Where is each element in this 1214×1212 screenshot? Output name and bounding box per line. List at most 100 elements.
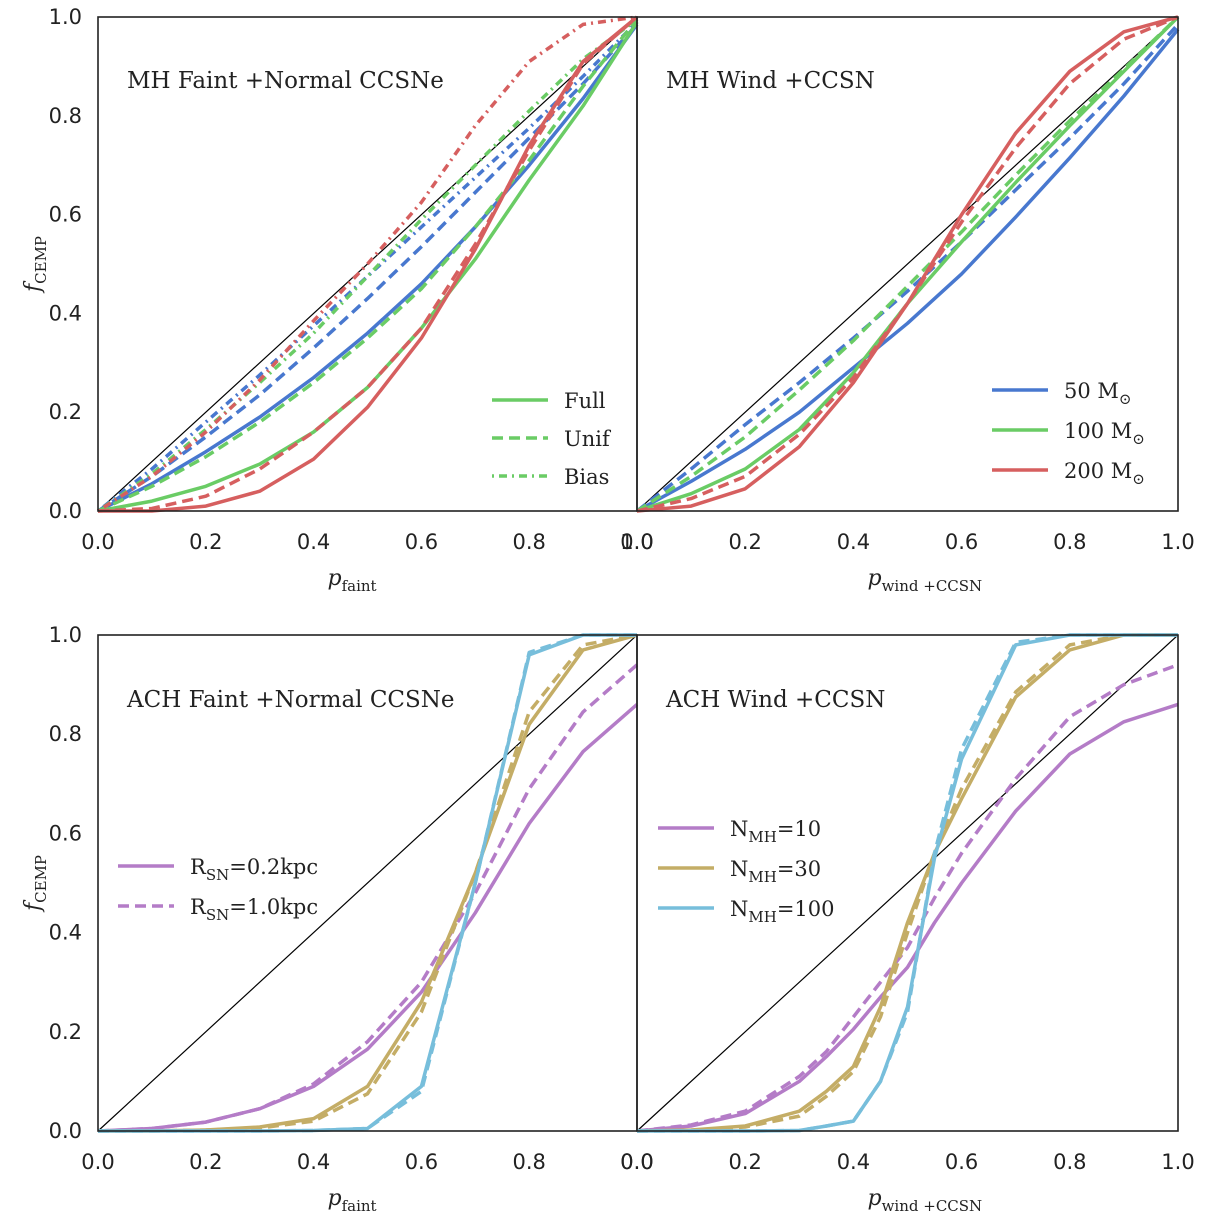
series-line-blue-solid [636, 28, 1180, 513]
y-tick-label: 0.6 [49, 821, 82, 845]
x-tick-label: 0.4 [837, 1150, 870, 1174]
legend-entry: RSN=1.0kpc [190, 895, 318, 924]
y-tick-label: 1.0 [49, 623, 82, 647]
diagonal-reference-line [636, 16, 1179, 512]
legend-entry-rest: =30 [777, 857, 821, 881]
x-tick-label: 0.8 [1053, 530, 1086, 554]
y-tick-label: 1.0 [49, 5, 82, 29]
legend-entry-main: N [730, 817, 748, 841]
y-axis-label: fCEMP [21, 236, 50, 294]
legend-entry: NMH=30 [730, 857, 821, 886]
x-tick-label: 0.6 [945, 1150, 978, 1174]
series-line-purple-dashed [636, 663, 1179, 1133]
x-axis-label-sub: faint [342, 1197, 377, 1212]
diagonal-reference-line [97, 634, 638, 1132]
x-axis-label: pfaint [328, 566, 377, 595]
x-axis-label-main: p [328, 566, 342, 591]
x-tick-label: 1.0 [1161, 1150, 1194, 1174]
legend-entry: Full [564, 389, 606, 413]
y-tick-label: 0.2 [49, 400, 82, 424]
x-axis-label-sub: wind +CCSN [882, 1197, 983, 1212]
legend-entry: NMH=100 [730, 897, 835, 926]
legend-entry: RSN=0.2kpc [190, 855, 318, 884]
series-line-blue-dashed [635, 23, 1180, 513]
x-tick-label: 0.6 [945, 530, 978, 554]
legend-entry: NMH=10 [730, 817, 821, 846]
x-tick-label: 0.4 [297, 530, 330, 554]
legend-entry: Unif [564, 427, 612, 451]
x-tick-label: 0.2 [728, 530, 761, 554]
panel-3: 0.0 0.2 0.4 0.6 0.8 0.0 0.0 0.2 0.4 0.6 0.8 1.0 pfai… [21, 623, 654, 1212]
legend-entry: 100 M⊙ [1064, 419, 1145, 448]
x-tick-label: 0.0 [81, 1150, 114, 1174]
legend-entry-main: R [190, 855, 207, 879]
x-tick-label: 0.4 [837, 530, 870, 554]
series-line-red-dashed [97, 15, 639, 513]
panel-4: 0.0 0.2 0.4 0.6 0.8 1.0 pwind +CCSN ACH Wind +C… [620, 633, 1195, 1212]
series-line-gold-solid [636, 633, 1178, 1133]
y-tick-label: 0.6 [49, 203, 82, 227]
panel-2: 0.0 0.2 0.4 0.6 0.8 1.0 pwind +CCSN MH Wind +CC… [620, 15, 1195, 595]
series-line-red-dashed [636, 15, 1179, 513]
legend-entry-rest: =1.0kpc [229, 895, 318, 919]
y-axis-label-sub: CEMP [32, 855, 50, 903]
diagonal-reference-line [636, 634, 1179, 1132]
x-tick-label: 0.2 [189, 1150, 222, 1174]
legend-entry-sub: MH [748, 908, 776, 926]
y-tick-label: 0.0 [49, 499, 82, 523]
y-tick-label: 0.8 [49, 722, 82, 746]
y-axis-label-sub: CEMP [32, 236, 50, 284]
x-tick-label: 0.8 [512, 1150, 545, 1174]
legend-entry-main: N [730, 897, 748, 921]
x-axis-label-main: p [328, 1186, 342, 1211]
series-line-cyan-dashed [637, 633, 1178, 1133]
legend-entry-main: 200 M [1064, 459, 1132, 483]
legend-entry-rest: =10 [777, 817, 821, 841]
legend-entry-main: N [730, 857, 748, 881]
legend-entry-main: R [190, 895, 207, 919]
series-line-red-dashdot [97, 15, 638, 513]
panel-title: ACH Faint +Normal CCSNe [126, 687, 455, 713]
x-tick-label: 0.0 [620, 1150, 653, 1174]
series-line-red-solid [98, 15, 639, 513]
series-line-green-dashdot [97, 18, 639, 513]
legend-entry-sub: MH [748, 868, 776, 886]
x-axis-label: pfaint [328, 1186, 377, 1212]
y-tick-label: 0.4 [49, 921, 82, 945]
legend-entry-main: 100 M [1064, 419, 1132, 443]
series-line-red-solid [636, 15, 1179, 513]
axes-frame [636, 16, 1179, 512]
series-line-purple-solid [636, 702, 1179, 1133]
x-tick-label: 0.2 [189, 530, 222, 554]
x-tick-label: 0.8 [1053, 1150, 1086, 1174]
y-tick-label: 0.4 [49, 301, 82, 325]
legend-entry-sub: MH [748, 828, 776, 846]
x-axis-label-main: p [868, 566, 882, 591]
x-tick-label: 1.0 [620, 530, 653, 554]
y-tick-label: 0.8 [49, 104, 82, 128]
panel-title: MH Wind +CCSN [666, 68, 875, 94]
legend-entry-main: Unif [564, 427, 612, 451]
x-tick-label: 1.0 [1161, 530, 1194, 554]
legend-entry-main: Full [564, 389, 606, 413]
x-tick-label: 0.8 [512, 530, 545, 554]
x-tick-label: 0.0 [620, 1150, 653, 1174]
legend-entry-sub: SN [206, 906, 229, 924]
legend-entry-rest: =0.2kpc [229, 855, 318, 879]
series-line-blue-dashed [97, 23, 639, 513]
x-tick-label: 0.2 [728, 1150, 761, 1174]
panel-title: MH Faint +Normal CCSNe [127, 68, 444, 94]
x-tick-label: 0.4 [297, 1150, 330, 1174]
x-tick-label: 0.0 [620, 530, 653, 554]
x-axis-label-main: p [868, 1186, 882, 1211]
legend-entry-sub: ⊙ [1119, 390, 1132, 408]
legend: Full Unif Bias [492, 389, 612, 489]
legend-entry-rest: =100 [777, 897, 835, 921]
series-line-purple-dashed [97, 663, 639, 1133]
series-line-green-solid [97, 20, 639, 513]
y-axis-label: fCEMP [21, 855, 50, 913]
axes-frame [636, 634, 1179, 1132]
legend-entry-sub: SN [206, 866, 229, 884]
